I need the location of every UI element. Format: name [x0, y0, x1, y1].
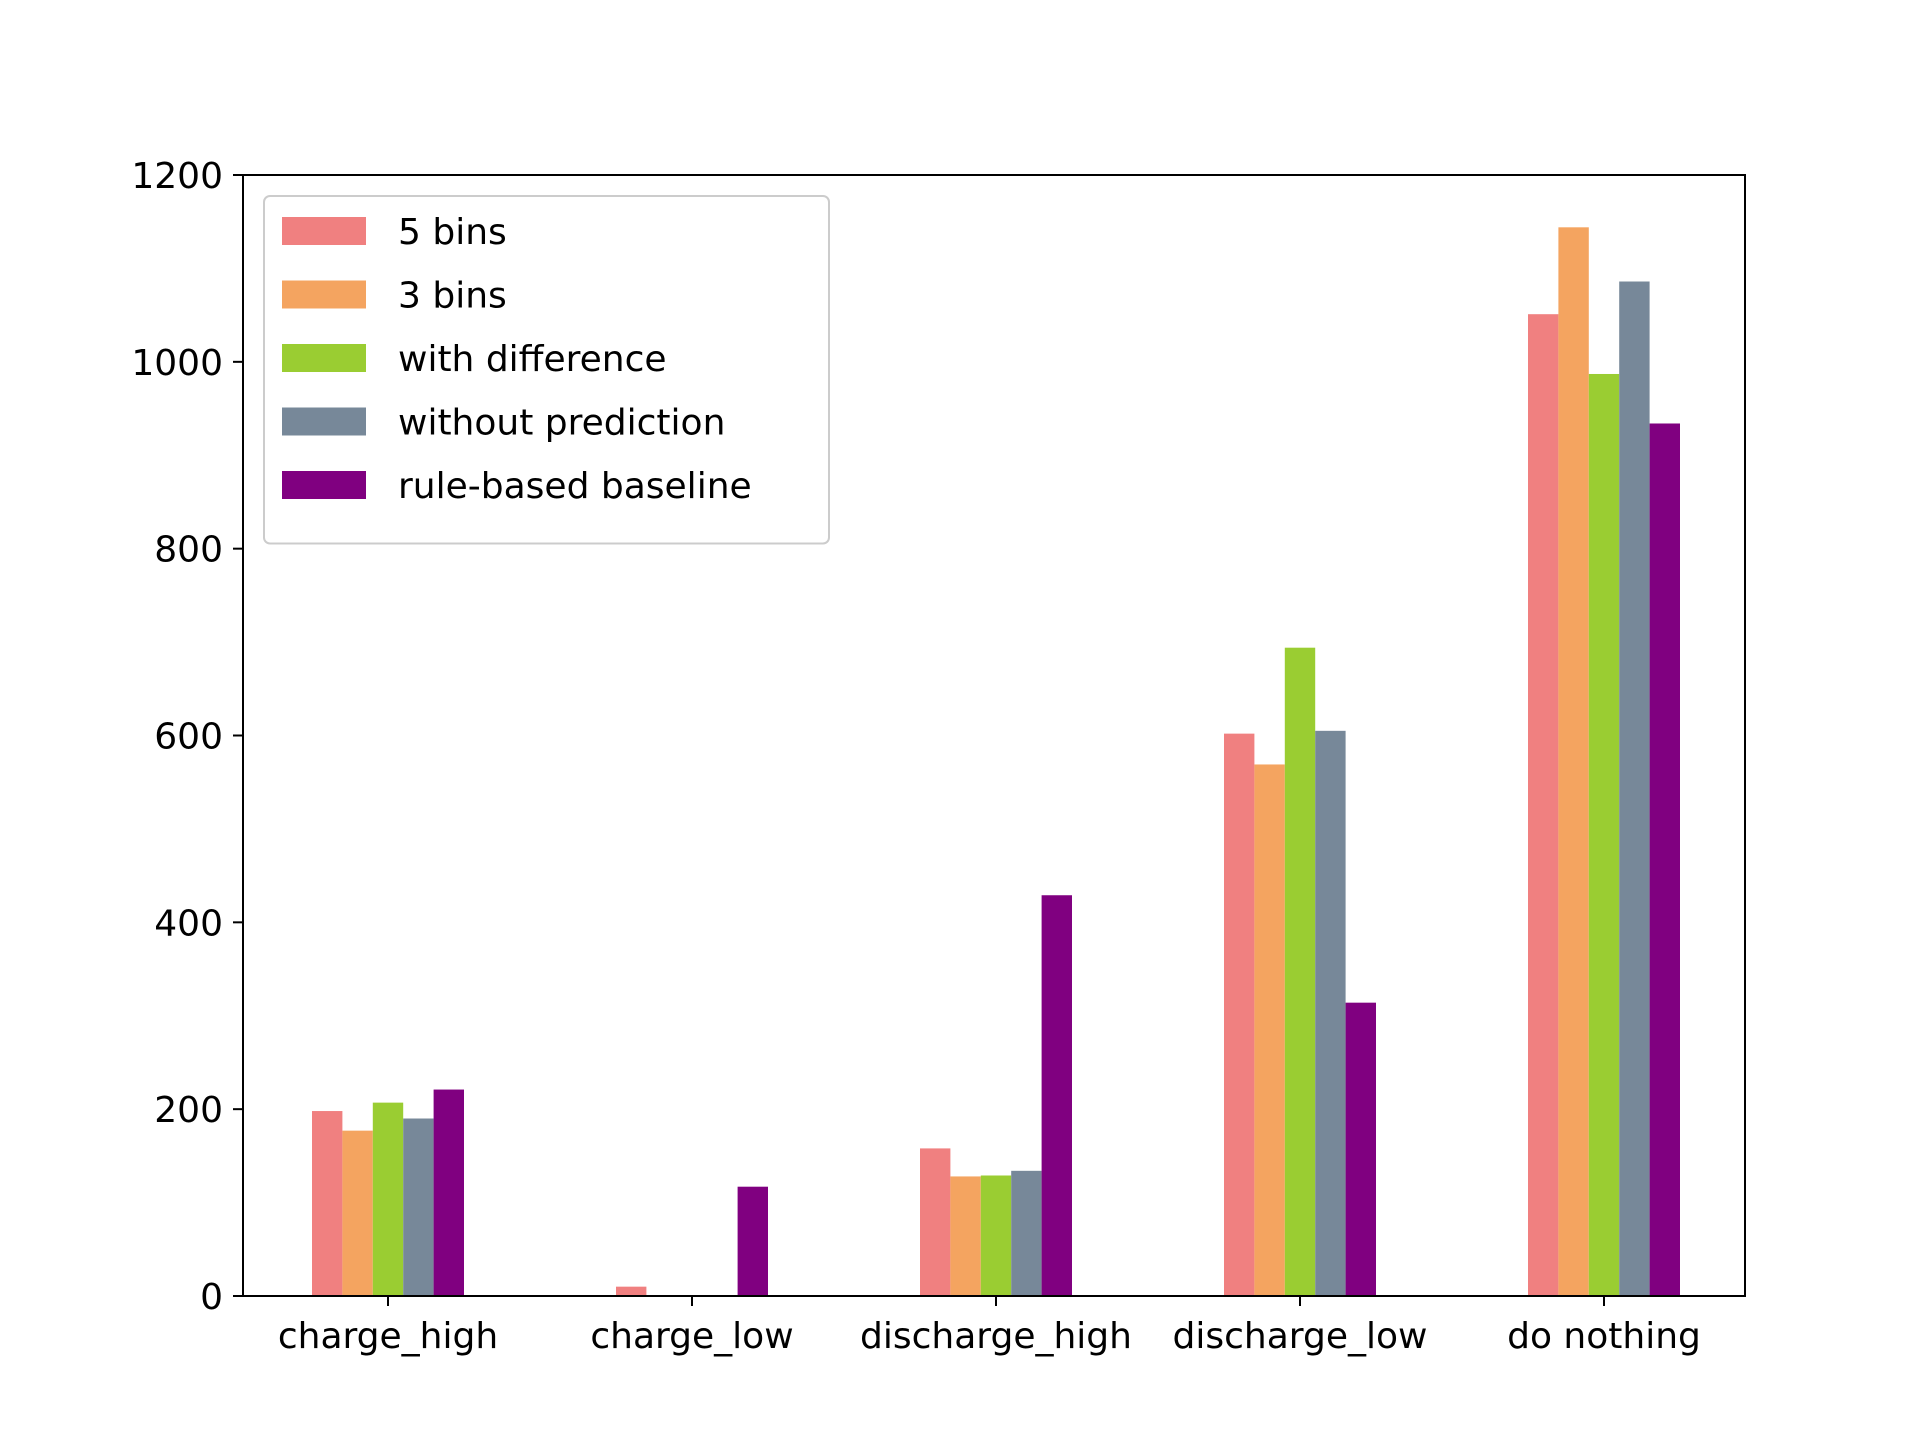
y-tick-label: 1000 — [131, 343, 223, 384]
bar-without-prediction-do-nothing — [1619, 281, 1650, 1296]
y-tick-label: 800 — [154, 530, 223, 571]
legend-swatch — [282, 344, 366, 372]
bar-without-prediction-charge_high — [403, 1118, 434, 1296]
legend-label: 3 bins — [398, 276, 507, 317]
y-tick-label: 1200 — [131, 156, 223, 197]
bar-with-difference-do-nothing — [1588, 373, 1620, 1297]
bar-with-difference-discharge_high — [980, 1175, 1012, 1296]
legend-label: with difference — [398, 339, 667, 380]
bar-with-difference-charge_high — [372, 1102, 404, 1296]
bar-without-prediction-discharge_high — [1011, 1170, 1042, 1296]
legend-frame — [263, 195, 830, 545]
bar-rule-based-baseline-do-nothing — [1649, 423, 1680, 1296]
x-tick-label: charge_high — [278, 1316, 498, 1357]
axes-layer: 0 200 400 600 800 1000 1200 charge_high charge_l… — [131, 156, 1701, 1357]
x-tick-label: discharge_low — [1173, 1316, 1428, 1357]
bar-3-bins-do-nothing — [1558, 227, 1589, 1296]
bar-rule-based-baseline-charge_high — [433, 1089, 464, 1296]
legend-label: 5 bins — [398, 212, 507, 253]
bar-5-bins-discharge_low — [1224, 733, 1255, 1296]
y-tick-label: 600 — [154, 717, 223, 758]
legend: 5 bins 3 bins with difference without predi… — [263, 195, 830, 545]
bar-3-bins-charge_high — [342, 1130, 373, 1296]
bar-without-prediction-discharge_low — [1315, 730, 1346, 1296]
bar-rule-based-baseline-charge_low — [737, 1186, 768, 1296]
legend-swatch — [282, 217, 366, 245]
bar-rule-based-baseline-discharge_low — [1345, 1002, 1376, 1296]
bar-3-bins-discharge_low — [1254, 764, 1285, 1296]
y-tick-label: 400 — [154, 903, 223, 944]
bar-5-bins-charge_high — [312, 1111, 343, 1296]
y-tick-label: 200 — [154, 1090, 223, 1131]
x-tick-label: discharge_high — [860, 1316, 1132, 1357]
bar-5-bins-do-nothing — [1528, 314, 1559, 1296]
bars-layer — [312, 227, 1680, 1297]
legend-swatch — [282, 471, 366, 499]
bar-5-bins-discharge_high — [920, 1148, 951, 1296]
bar-rule-based-baseline-discharge_high — [1041, 895, 1072, 1296]
bar-with-difference-discharge_low — [1284, 647, 1316, 1296]
bar-5-bins-charge_low — [616, 1286, 647, 1296]
x-tick-label: charge_low — [590, 1316, 793, 1357]
legend-swatch — [282, 280, 366, 309]
bar-3-bins-discharge_high — [950, 1176, 981, 1296]
legend-swatch — [282, 407, 366, 436]
y-tick-label: 0 — [200, 1277, 223, 1318]
legend-label: without prediction — [398, 403, 725, 444]
x-tick-label: do nothing — [1507, 1316, 1701, 1357]
legend-label: rule-based baseline — [398, 466, 752, 507]
